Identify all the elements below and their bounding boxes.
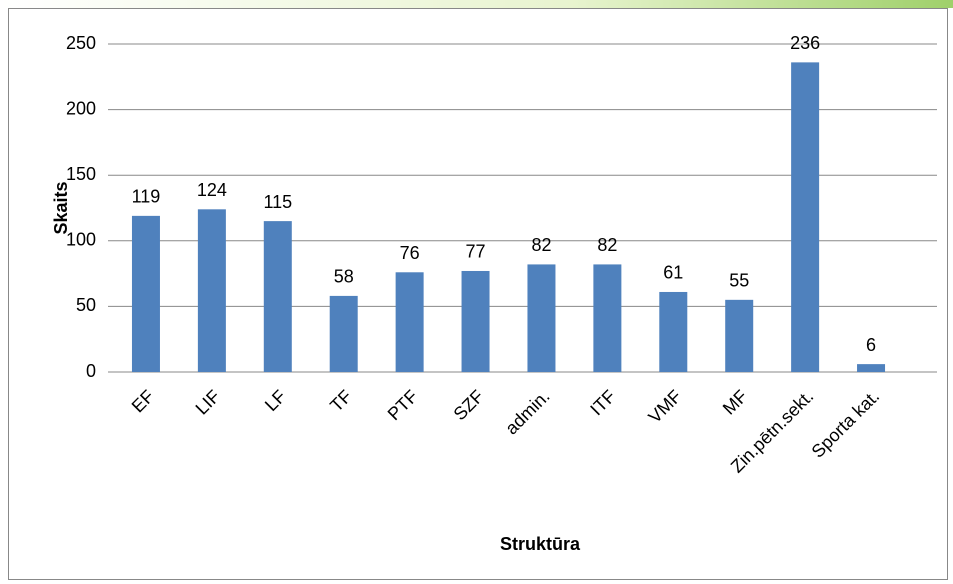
decoration — [0, 0, 953, 8]
data-label: 61 — [663, 263, 683, 283]
bar — [659, 291, 688, 372]
data-label: 58 — [334, 267, 354, 287]
y-tick-label: 100 — [66, 230, 96, 250]
bar — [197, 209, 226, 372]
bar — [593, 264, 622, 372]
y-tick-label: 200 — [66, 98, 96, 118]
bar — [461, 270, 490, 372]
bar — [395, 272, 424, 372]
data-label: 115 — [263, 192, 292, 212]
bar — [263, 221, 292, 372]
y-tick-label: 0 — [86, 361, 96, 381]
bar — [791, 62, 820, 372]
y-tick-label: 250 — [66, 33, 96, 53]
bar — [725, 299, 754, 372]
x-axis-label: Struktūra — [500, 534, 581, 554]
bar — [329, 295, 358, 372]
data-label: 119 — [132, 187, 161, 207]
y-tick-label: 50 — [76, 295, 96, 315]
data-label: 82 — [597, 235, 617, 255]
data-label: 124 — [197, 180, 227, 200]
data-label: 236 — [790, 33, 820, 53]
y-axis-label: Skaits — [51, 181, 71, 234]
y-tick-label: 150 — [66, 164, 96, 184]
data-label: 76 — [400, 243, 420, 263]
data-label: 82 — [531, 235, 551, 255]
bar — [857, 364, 886, 372]
data-label: 55 — [729, 271, 749, 291]
bar — [131, 215, 160, 372]
data-label: 6 — [866, 335, 876, 355]
data-label: 77 — [466, 242, 486, 262]
bar — [527, 264, 556, 372]
